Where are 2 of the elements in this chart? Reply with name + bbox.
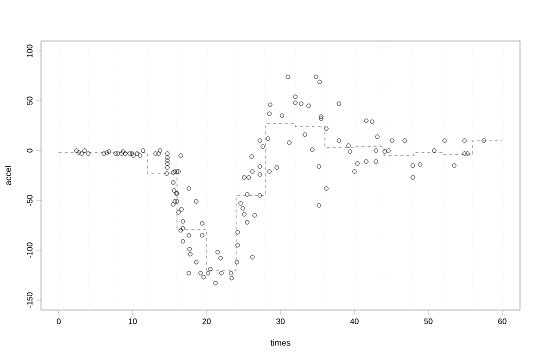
y-axis-title: accel [4, 166, 12, 186]
x-axis-title: times [270, 340, 290, 346]
